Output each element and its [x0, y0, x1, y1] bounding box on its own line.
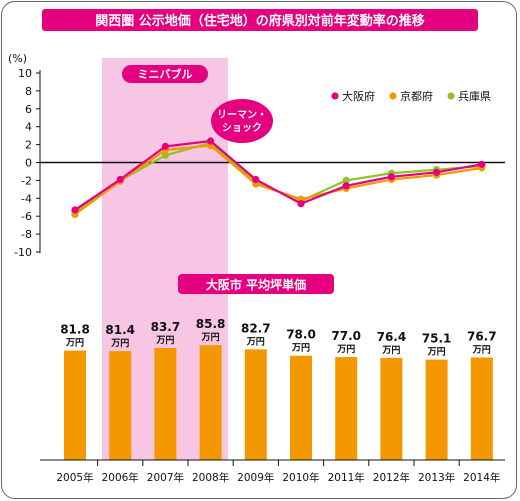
- bar-value-label: 81.8: [60, 323, 90, 337]
- bar-value-label: 77.0: [331, 329, 361, 343]
- series-point-兵庫県: [161, 151, 169, 159]
- bar-2005年: [64, 350, 86, 460]
- y-tick-label: 8: [25, 85, 32, 98]
- bar-series-group: 81.8万円81.4万円83.7万円85.8万円82.7万円78.0万円77.0…: [60, 317, 497, 460]
- x-axis-ticks: 2005年 2006年 2007年 2008年 2009年 2010年 2011年 2012年…: [56, 460, 500, 484]
- bar-chart-title: 大阪市 平均坪単価: [206, 277, 306, 292]
- chart-title: 関西圏 公示地価（住宅地）の府県別対前年変動率の推移: [95, 13, 425, 29]
- y-tick-label: -4: [21, 192, 32, 205]
- legend-marker-兵庫県: [447, 92, 455, 100]
- bar-unit-label: 万円: [336, 344, 355, 355]
- series-point-大阪府: [252, 175, 260, 184]
- bar-value-label: 76.7: [467, 329, 497, 343]
- bar-2006年: [109, 351, 132, 460]
- lehman-shock-label-line1: リーマン・: [217, 109, 267, 121]
- bar-2014年: [470, 357, 493, 460]
- bar-unit-label: 万円: [65, 338, 84, 349]
- bar-2010年: [290, 355, 312, 460]
- bar-unit-label: 万円: [110, 338, 129, 349]
- legend-marker-大阪府: [331, 92, 339, 100]
- y-axis-ticks: 10 8 6 4 2 0 -2 -4 -6 -8 -10: [14, 67, 40, 259]
- y-tick-label: -10: [14, 246, 32, 259]
- bar-unit-label: 万円: [201, 332, 220, 343]
- mini-bubble-label: ミニバブル: [138, 67, 193, 81]
- bar-unit-label: 万円: [427, 347, 446, 358]
- bar-unit-label: 万円: [291, 343, 310, 354]
- bar-value-label: 75.1: [422, 332, 452, 346]
- line-series-group: [71, 137, 486, 219]
- series-line-大阪府: [74, 139, 482, 211]
- lehman-shock-bubble: [211, 99, 273, 143]
- bar-2011年: [335, 357, 358, 460]
- x-tick-label: 2006年: [102, 471, 139, 484]
- series-point-大阪府: [387, 173, 395, 181]
- y-tick-label: 10: [18, 67, 32, 80]
- title-bar: [42, 9, 478, 31]
- bar-unit-label: 万円: [246, 336, 265, 347]
- bar-unit-label: 万円: [155, 335, 174, 346]
- x-tick-label: 2005年: [56, 471, 93, 484]
- x-tick-label: 2010年: [282, 471, 319, 484]
- bar-value-label: 76.4: [377, 330, 407, 344]
- bar-value-label: 85.8: [196, 317, 226, 331]
- y-tick-label: 2: [25, 139, 32, 152]
- series-point-大阪府: [71, 206, 79, 214]
- legend-label-大阪府: 大阪府: [342, 89, 375, 103]
- x-tick-label: 2008年: [192, 471, 229, 484]
- bar-2013年: [425, 359, 448, 460]
- y-tick-label: 6: [25, 103, 32, 116]
- series-point-大阪府: [161, 142, 169, 150]
- legend-marker-京都府: [389, 92, 397, 100]
- series-point-大阪府: [342, 182, 350, 190]
- series-point-大阪府: [433, 168, 441, 176]
- legend-label-兵庫県: 兵庫県: [458, 89, 491, 103]
- bar-value-label: 82.7: [241, 321, 271, 335]
- x-tick-label: 2011年: [328, 471, 365, 484]
- mini-bubble-badge: [122, 65, 208, 83]
- x-tick-label: 2012年: [373, 471, 410, 484]
- y-tick-label: 4: [25, 121, 32, 134]
- bar-2009年: [244, 349, 267, 460]
- bar-2008年: [199, 345, 222, 460]
- series-point-兵庫県: [342, 176, 350, 184]
- bar-unit-label: 万円: [381, 345, 400, 356]
- series-point-大阪府: [207, 137, 215, 145]
- lehman-shock-label-line2: ショック: [222, 122, 262, 134]
- x-tick-label: 2007年: [147, 471, 184, 484]
- bar-title-badge: [178, 274, 334, 294]
- bar-unit-label: 万円: [472, 344, 491, 355]
- y-axis-unit: (%): [8, 52, 27, 65]
- bar-value-label: 81.4: [105, 323, 135, 337]
- x-tick-label: 2009年: [237, 471, 274, 484]
- bar-value-label: 83.7: [151, 320, 181, 334]
- y-tick-label: 0: [25, 157, 32, 170]
- legend: 大阪府 京都府 兵庫県: [331, 89, 491, 103]
- series-point-大阪府: [116, 175, 124, 184]
- bar-2007年: [154, 348, 177, 460]
- series-point-大阪府: [297, 200, 305, 208]
- y-tick-label: -6: [21, 210, 32, 223]
- x-tick-label: 2014年: [463, 471, 500, 484]
- y-tick-label: -8: [21, 228, 32, 241]
- series-point-大阪府: [478, 160, 486, 168]
- bar-value-label: 78.0: [286, 328, 316, 342]
- y-tick-label: -2: [21, 174, 32, 187]
- x-tick-label: 2013年: [418, 471, 455, 484]
- bar-2012年: [380, 357, 403, 460]
- legend-label-京都府: 京都府: [400, 89, 433, 103]
